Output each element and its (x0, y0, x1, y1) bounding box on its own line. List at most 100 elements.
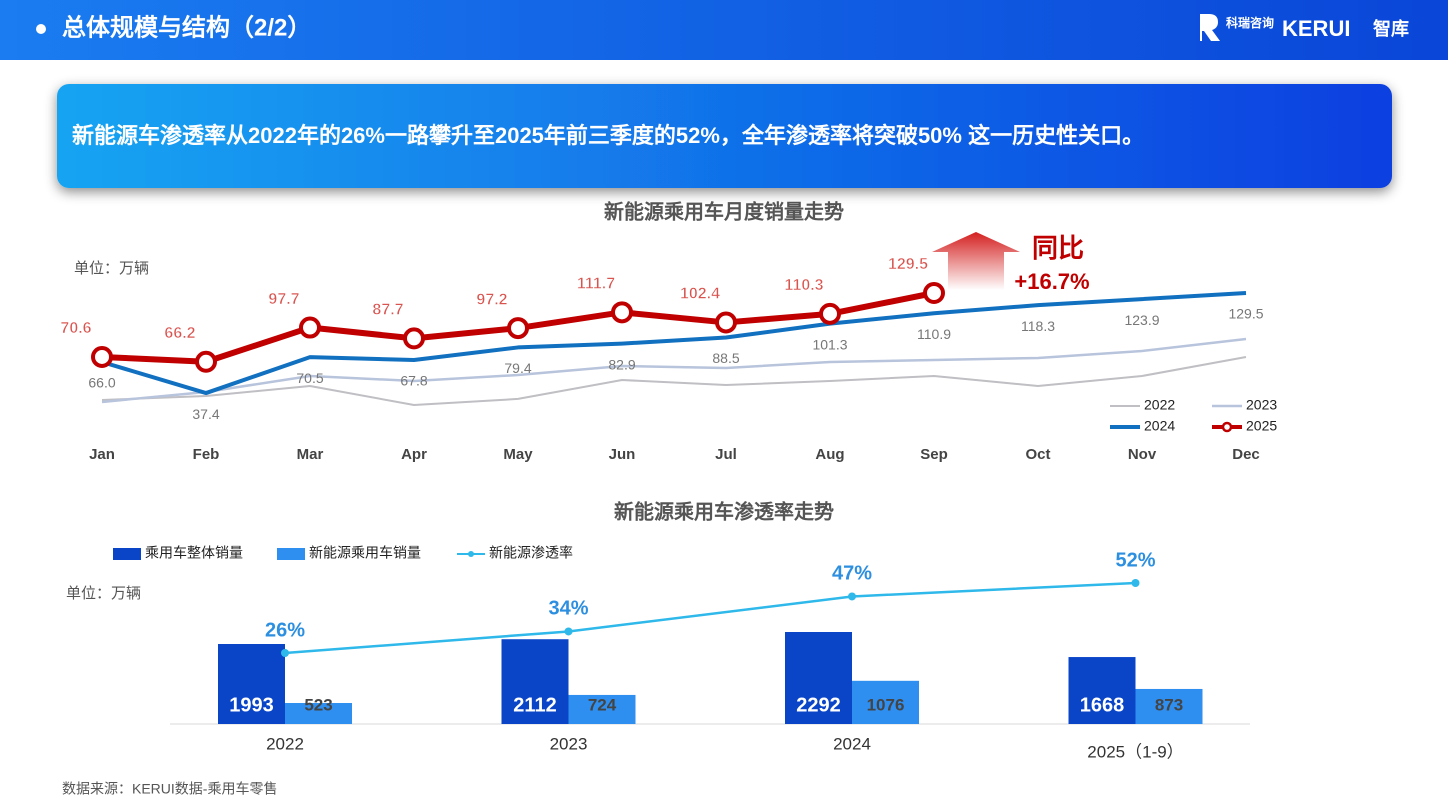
logo-suffix: 智库 (1373, 18, 1409, 39)
rate-label: 34% (548, 598, 588, 620)
rate-point (281, 649, 289, 657)
data-label: 70.6 (60, 320, 91, 337)
data-label: 110.3 (784, 277, 823, 294)
banner (57, 84, 1392, 188)
data-label: 101.3 (812, 336, 847, 352)
marker (715, 311, 737, 334)
rate-label: 52% (1115, 549, 1155, 571)
marker (819, 302, 841, 325)
bar (852, 680, 919, 724)
x-tick-label: 2025（1-9） (1087, 742, 1183, 761)
data-label: 82.9 (608, 356, 635, 372)
header-title: 总体规模与结构（2/2） (62, 13, 311, 41)
rate-point (848, 592, 856, 601)
series-line (101, 337, 1247, 404)
bar-label: 724 (588, 695, 617, 714)
bar (501, 639, 569, 724)
marker (91, 345, 113, 368)
data-label: 79.4 (504, 360, 531, 376)
data-label: 129.5 (1228, 306, 1263, 322)
series-line (101, 291, 1247, 396)
bar-label: 1993 (229, 694, 274, 716)
data-label: 70.5 (296, 370, 323, 386)
x-tick-label: Jun (609, 446, 636, 463)
data-label: 66.2 (164, 325, 195, 342)
marker (507, 317, 529, 340)
banner-text: 新能源车渗透率从2022年的26%一路攀升至2025年前三季度的52%，全年渗透… (72, 123, 1144, 148)
bar (785, 632, 852, 724)
marker (195, 350, 217, 373)
data-label: 102.4 (680, 286, 720, 303)
bar-label: 1668 (1080, 694, 1125, 716)
legend-swatch (113, 548, 141, 560)
x-tick-label: Sep (920, 446, 948, 463)
legend-label: 2024 (1144, 418, 1175, 434)
series-line (101, 356, 1247, 406)
rate-label: 47% (832, 563, 872, 585)
chart-title: 新能源乘用车月度销量走势 (604, 199, 844, 223)
legend-label: 新能源乘用车销量 (309, 545, 421, 561)
bar (1135, 688, 1203, 724)
data-label: 66.0 (88, 375, 115, 391)
data-label: 97.7 (268, 291, 299, 308)
legend-marker (468, 551, 474, 557)
x-tick-label: Mar (297, 446, 324, 463)
unit-label: 单位：万辆 (66, 585, 141, 602)
legend-label: 2025 (1246, 418, 1277, 434)
rate-line (284, 581, 1136, 655)
x-tick-label: 2023 (550, 734, 588, 753)
marker (299, 316, 321, 339)
rate-label: 26% (265, 619, 305, 641)
data-label: 87.7 (372, 302, 403, 319)
annotation-title: 同比 (1032, 233, 1084, 263)
data-label: 97.2 (476, 291, 507, 308)
bar (568, 694, 636, 724)
bar-label: 523 (304, 695, 332, 714)
bar-label: 2292 (796, 694, 841, 716)
logo-cn: 科瑞咨询 (1226, 15, 1274, 30)
legend-label: 2022 (1144, 397, 1175, 413)
bar (285, 703, 352, 724)
legend-label: 乘用车整体销量 (145, 545, 243, 561)
x-tick-label: Jan (89, 446, 115, 463)
marker (923, 282, 945, 304)
x-tick-label: Aug (815, 446, 844, 463)
x-tick-label: 2024 (833, 734, 871, 753)
logo-en: KERUI (1282, 16, 1350, 41)
growth-arrow (932, 232, 1020, 290)
x-tick-label: Nov (1128, 446, 1157, 463)
source: 数据来源：KERUI数据-乘用车零售 (62, 781, 277, 797)
data-label: 67.8 (400, 373, 427, 389)
bar-label: 2112 (513, 694, 556, 716)
bar-label: 873 (1155, 695, 1183, 714)
x-tick-label: Jul (715, 446, 737, 463)
data-label: 129.5 (888, 256, 928, 273)
legend-swatch (277, 548, 305, 560)
annotation-value: +16.7% (1014, 269, 1089, 294)
x-tick-label: May (503, 446, 533, 463)
data-label: 37.4 (192, 406, 219, 422)
data-label: 118.3 (1021, 318, 1055, 334)
unit-label: 单位：万辆 (74, 260, 149, 277)
bar (1068, 657, 1136, 724)
bar-label: 1076 (867, 695, 905, 714)
legend-label: 2023 (1246, 397, 1277, 413)
marker (611, 301, 633, 324)
x-tick-label: 2022 (266, 734, 304, 753)
bar (218, 644, 285, 724)
marker (403, 327, 425, 350)
x-tick-label: Dec (1232, 446, 1260, 463)
data-label: 88.5 (712, 350, 739, 366)
rate-point (1131, 579, 1140, 587)
data-label: 110.9 (917, 326, 951, 342)
data-label: 111.7 (577, 276, 615, 293)
data-label: 123.9 (1124, 312, 1159, 328)
x-tick-label: Apr (401, 446, 427, 463)
bullet (36, 24, 46, 34)
chart-title: 新能源乘用车渗透率走势 (614, 499, 834, 523)
logo-mark (1200, 14, 1220, 41)
x-tick-label: Oct (1025, 446, 1050, 463)
legend-label: 新能源渗透率 (489, 545, 573, 561)
